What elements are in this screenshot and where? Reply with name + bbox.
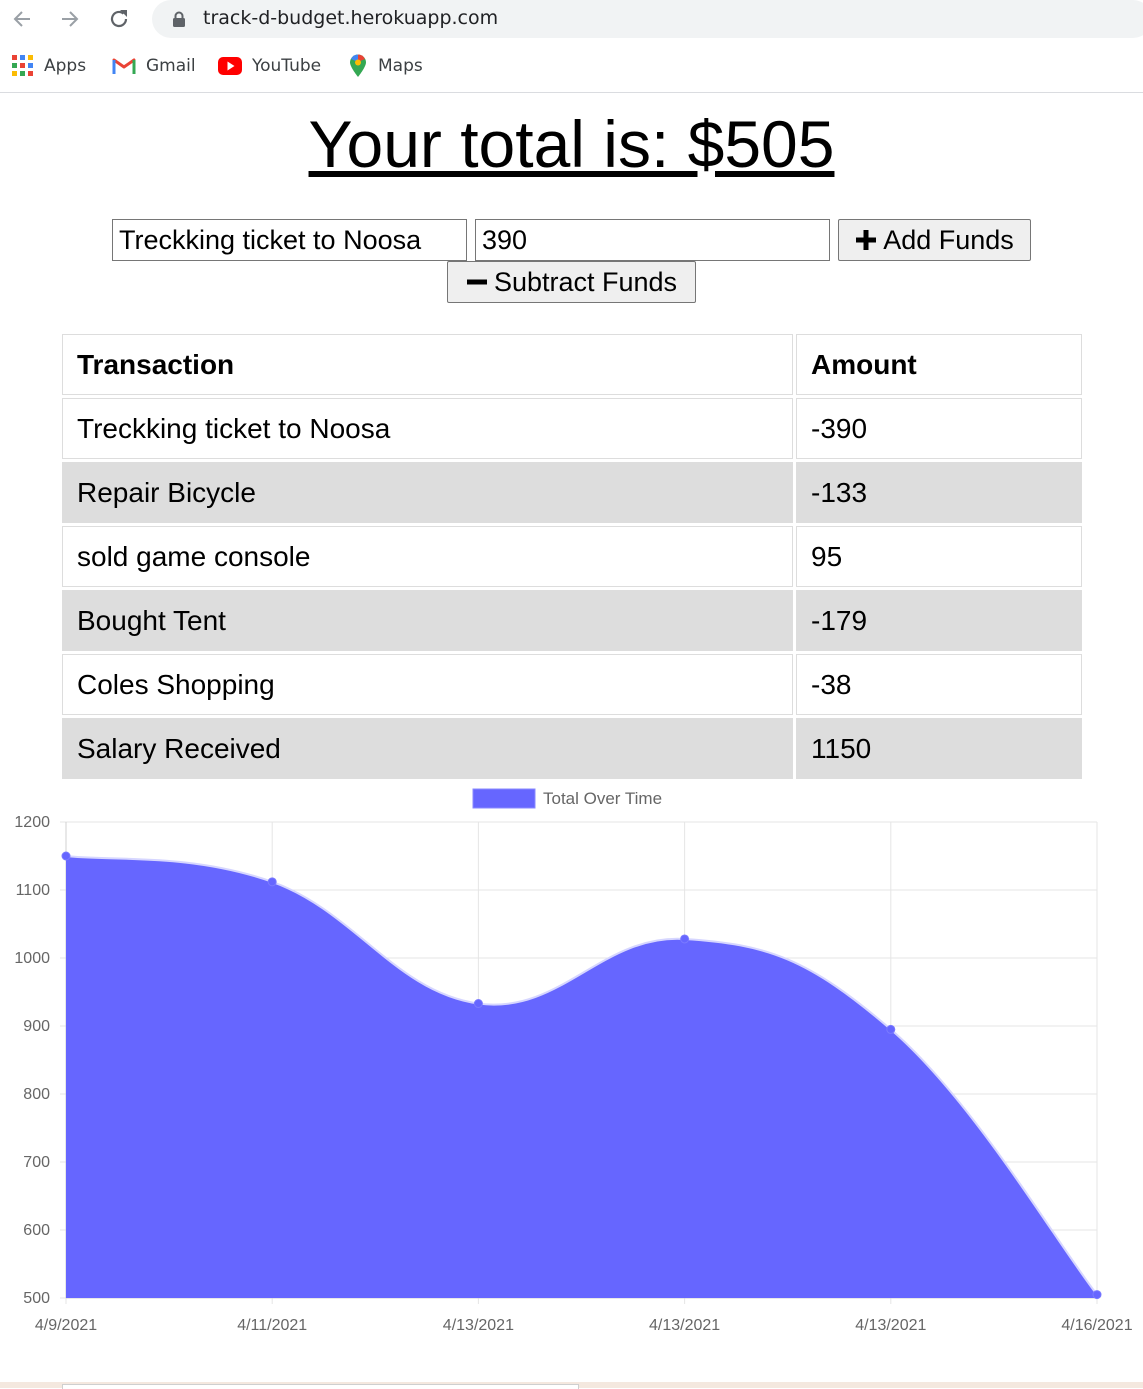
- y-tick-label: 1200: [14, 814, 50, 831]
- x-tick-label: 4/9/2021: [35, 1317, 97, 1334]
- browser-toolbar: track-d-budget.herokuapp.com: [0, 0, 1143, 40]
- reload-icon: [110, 10, 128, 28]
- data-point: [1092, 1290, 1102, 1300]
- transaction-amount-cell: -390: [796, 398, 1082, 459]
- table-row: Repair Bicycle -133: [62, 462, 1082, 523]
- transactions-table: Transaction Amount Treckking ticket to N…: [62, 331, 1082, 782]
- table-row: sold game console 95: [62, 526, 1082, 587]
- arrow-right-icon: [62, 11, 79, 27]
- back-button[interactable]: [6, 4, 38, 34]
- data-point: [886, 1024, 896, 1034]
- add-funds-label: Add Funds: [883, 224, 1014, 255]
- y-tick-label: 700: [23, 1154, 50, 1171]
- column-header-transaction: Transaction: [62, 334, 793, 395]
- bottom-edge: [0, 1382, 1143, 1389]
- transaction-amount-cell: -133: [796, 462, 1082, 523]
- table-row: Coles Shopping -38: [62, 654, 1082, 715]
- bookmark-label: Apps: [44, 56, 87, 76]
- minus-icon: [466, 279, 487, 285]
- series-line: [65, 855, 1098, 1296]
- data-point: [267, 877, 277, 887]
- transaction-name-cell: Bought Tent: [62, 590, 793, 651]
- arrow-left-icon: [13, 11, 30, 27]
- y-tick-label: 500: [23, 1290, 50, 1307]
- legend-swatch: [472, 788, 536, 809]
- transaction-name-cell: sold game console: [62, 526, 793, 587]
- bookmark-label: YouTube: [252, 56, 322, 76]
- transaction-name-cell: Coles Shopping: [62, 654, 793, 715]
- transaction-form: Add Funds Subtract Funds: [0, 219, 1143, 309]
- y-tick-label: 600: [23, 1222, 50, 1239]
- x-tick-label: 4/13/2021: [649, 1317, 720, 1334]
- transaction-name-cell: Salary Received: [62, 718, 793, 779]
- x-tick-label: 4/13/2021: [443, 1317, 514, 1334]
- column-header-amount: Amount: [796, 334, 1082, 395]
- table-header-row: Transaction Amount: [62, 334, 1082, 395]
- table-row: Bought Tent -179: [62, 590, 1082, 651]
- maps-icon: [350, 54, 366, 77]
- series-area: [66, 856, 1097, 1298]
- gmail-icon: [112, 58, 136, 74]
- table-row: Treckking ticket to Noosa -390: [62, 398, 1082, 459]
- bookmark-apps[interactable]: Apps: [12, 54, 86, 78]
- transaction-amount-cell: 1150: [796, 718, 1082, 779]
- y-tick-label: 900: [23, 1018, 50, 1035]
- page-title: Your total is: $505: [308, 107, 835, 181]
- youtube-icon: [218, 57, 242, 75]
- x-tick-label: 4/13/2021: [855, 1317, 926, 1334]
- total-over-time-chart: 1200 1100 1000 900 800 700 600 500 4/9/2021 4/11/…: [14, 788, 1133, 1334]
- add-funds-button[interactable]: Add Funds: [838, 219, 1031, 261]
- y-tick-label: 1000: [14, 950, 50, 967]
- bookmark-label: Gmail: [146, 56, 196, 76]
- bookmark-maps[interactable]: Maps: [348, 54, 423, 78]
- transaction-amount-cell: -179: [796, 590, 1082, 651]
- lock-icon: [173, 11, 185, 27]
- data-point: [473, 999, 483, 1009]
- apps-grid-icon: [12, 55, 33, 76]
- transaction-name-cell: Repair Bicycle: [62, 462, 793, 523]
- transaction-amount-cell: -38: [796, 654, 1082, 715]
- subtract-funds-button[interactable]: Subtract Funds: [447, 261, 696, 303]
- y-tick-label: 800: [23, 1086, 50, 1103]
- bookmarks-bar: Apps Gmail YouTube Maps: [0, 44, 1143, 93]
- bookmark-youtube[interactable]: YouTube: [218, 54, 321, 78]
- data-point: [61, 851, 71, 861]
- transaction-amount-cell: 95: [796, 526, 1082, 587]
- address-bar[interactable]: track-d-budget.herokuapp.com: [152, 0, 1143, 38]
- plus-icon: [856, 230, 877, 250]
- transaction-name-cell: Treckking ticket to Noosa: [62, 398, 793, 459]
- forward-button[interactable]: [54, 4, 86, 34]
- transaction-name-input[interactable]: [112, 219, 467, 261]
- bookmark-label: Maps: [378, 56, 423, 76]
- data-point: [680, 934, 690, 944]
- url-text: track-d-budget.herokuapp.com: [203, 7, 499, 29]
- legend-label: Total Over Time: [543, 789, 662, 808]
- subtract-funds-label: Subtract Funds: [493, 266, 678, 297]
- y-tick-label: 1100: [16, 882, 51, 899]
- x-tick-label: 4/11/2021: [237, 1317, 307, 1334]
- bookmark-gmail[interactable]: Gmail: [112, 54, 196, 78]
- table-row: Salary Received 1150: [62, 718, 1082, 779]
- transaction-amount-input[interactable]: [475, 219, 830, 261]
- reload-button[interactable]: [103, 4, 135, 34]
- x-tick-label: 4/16/2021: [1061, 1317, 1132, 1334]
